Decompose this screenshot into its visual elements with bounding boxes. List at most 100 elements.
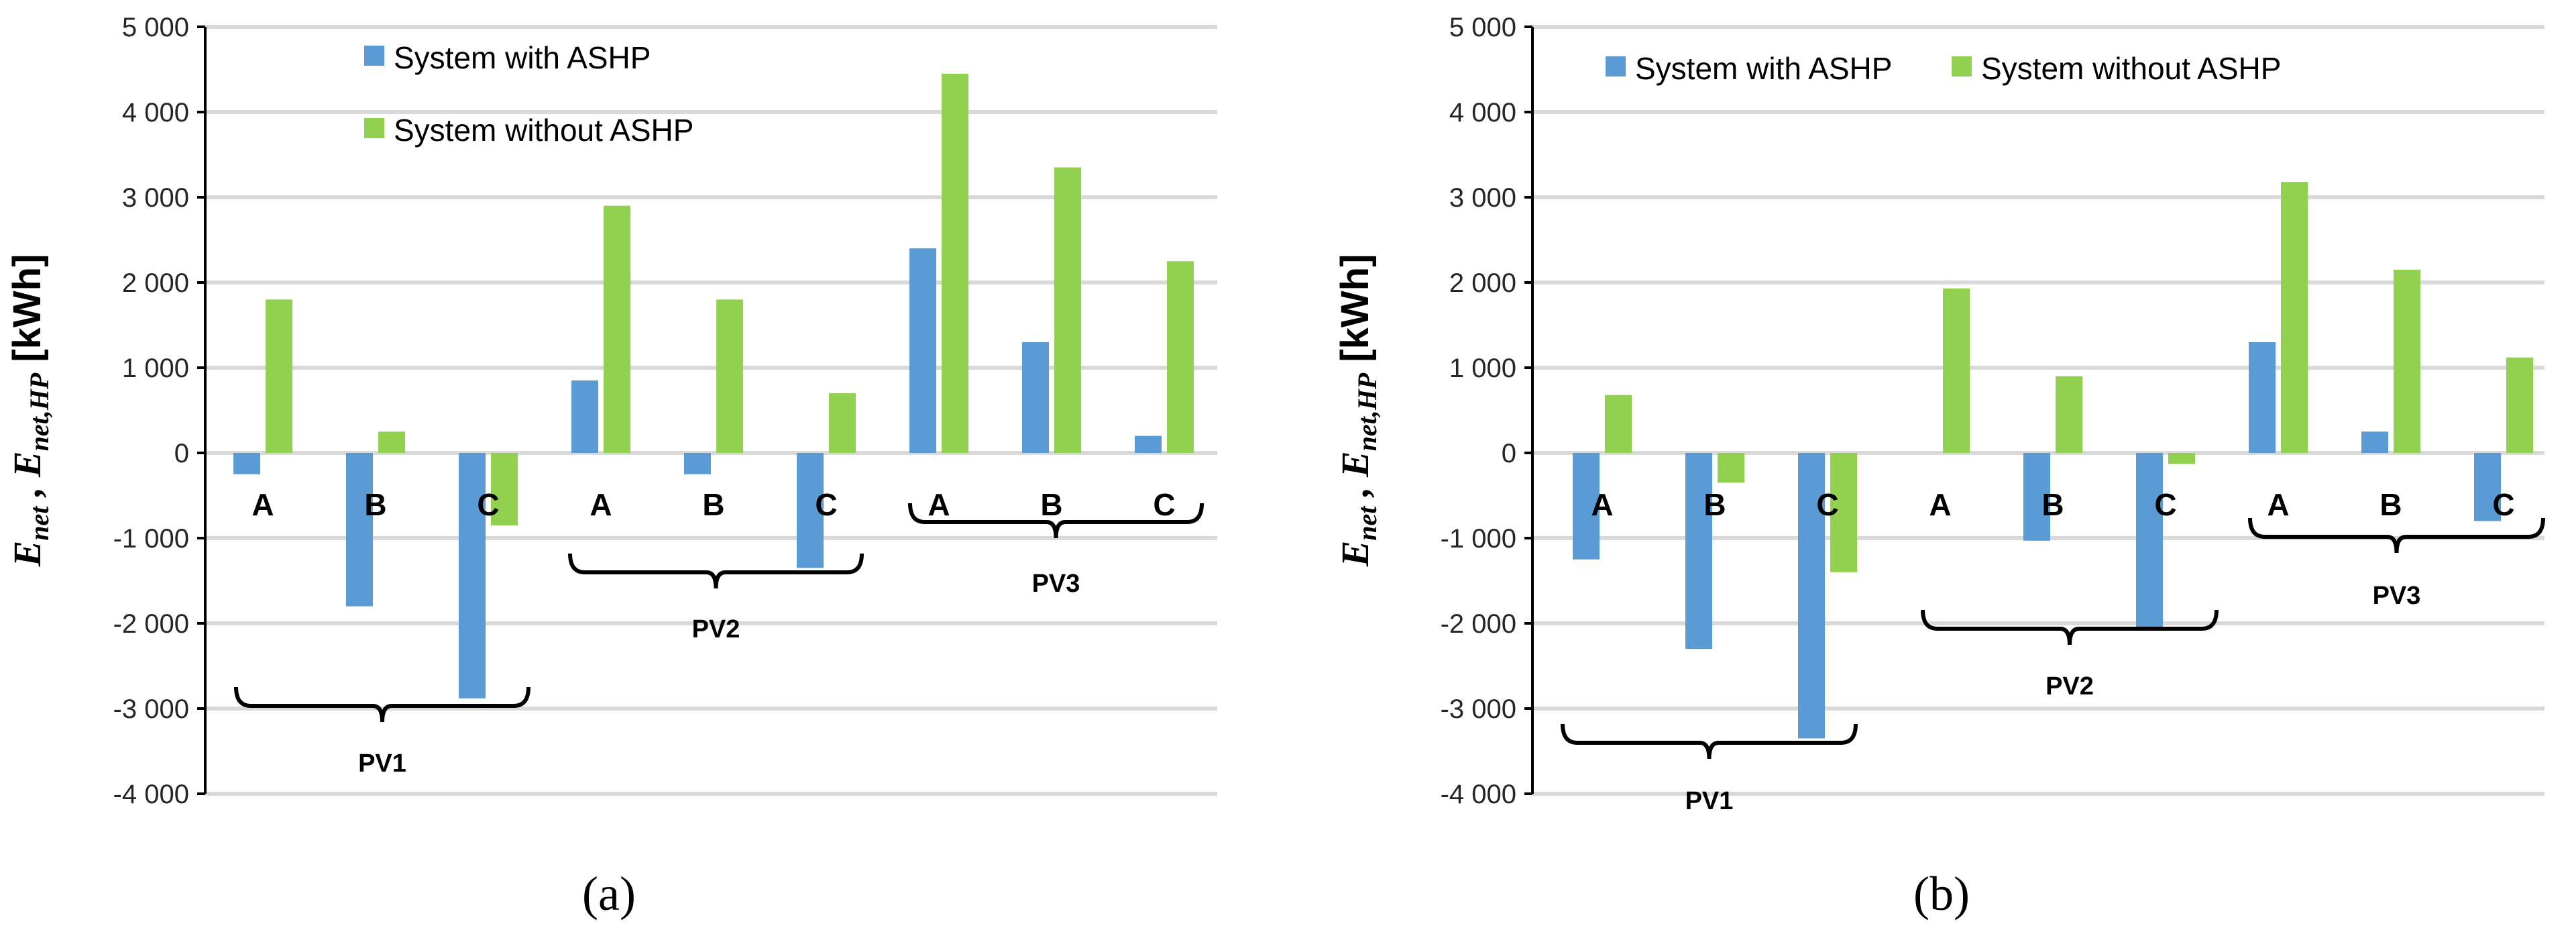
category-label: B (2379, 487, 2402, 522)
group-label: PV1 (358, 749, 406, 778)
category-label: B (1040, 487, 1062, 522)
bar-without-ashp (716, 299, 743, 453)
bar-without-ashp (2056, 376, 2082, 453)
bar-without-ashp (1830, 453, 1857, 572)
bar-with-ashp (2023, 453, 2050, 541)
bar-with-ashp (459, 453, 486, 698)
bar-without-ashp (1167, 261, 1194, 453)
group-label: PV1 (1685, 787, 1734, 815)
bar-with-ashp (1685, 453, 1712, 650)
bar-with-ashp (1573, 453, 1600, 560)
bar-without-ashp (2168, 453, 2195, 464)
bar-with-ashp (2249, 342, 2276, 453)
bar-with-ashp (2474, 453, 2501, 521)
y-tick-label: 1 000 (1449, 354, 1516, 383)
bar-with-ashp (346, 453, 373, 607)
category-label: C (477, 487, 499, 522)
y-tick-label: -4 000 (113, 780, 189, 809)
bar-without-ashp (1054, 167, 1081, 454)
y-tick-label: 4 000 (122, 98, 189, 127)
y-tick-label: -3 000 (1441, 694, 1516, 724)
y-tick-label: -1 000 (1441, 524, 1516, 554)
category-label: B (702, 487, 724, 522)
bar-without-ashp (1943, 288, 1970, 453)
y-tick-label: -2 000 (113, 609, 189, 639)
chart-panel-1: 5 000 4 000 3 000 2 000 1 000 0 -1 000 -2 000 -3… (5, 13, 1217, 921)
legend-label: System with ASHP (1635, 51, 1892, 86)
group-label: PV3 (2373, 582, 2421, 610)
y-tick-label: 2 000 (1449, 268, 1516, 298)
bar-without-ashp (2281, 182, 2308, 453)
panel-label: (a) (582, 867, 636, 921)
category-label: A (1929, 487, 1951, 522)
bar-without-ashp (829, 393, 856, 453)
bar-with-ashp (909, 248, 936, 453)
category-label: A (590, 487, 612, 522)
legend-swatch (1606, 56, 1626, 76)
bar-without-ashp (942, 73, 968, 454)
y-tick-label: 2 000 (122, 268, 189, 298)
legend-swatch (364, 118, 384, 138)
category-label: B (2041, 487, 2064, 522)
bar-with-ashp (571, 380, 598, 453)
bar-without-ashp (266, 299, 292, 453)
y-tick-label: 0 (1502, 439, 1516, 468)
panel-label: (b) (1913, 867, 1970, 921)
group-brace (234, 686, 530, 723)
chart-panel-2: 5 000 4 000 3 000 2 000 1 000 0 -1 000 -2 000 -3… (1333, 13, 2545, 921)
y-tick-label: -1 000 (113, 524, 189, 554)
category-label: B (364, 487, 386, 522)
category-label: A (2267, 487, 2289, 522)
bar-with-ashp (2136, 453, 2163, 629)
category-label: A (928, 487, 950, 522)
bar-without-ashp (2394, 269, 2420, 453)
bar-without-ashp (604, 205, 630, 453)
group-brace (1921, 609, 2219, 645)
y-tick-label: -2 000 (1441, 609, 1516, 639)
legend-label: System without ASHP (1981, 51, 2281, 86)
bar-without-ashp (491, 453, 518, 525)
y-axis-title: Enet , Enet,HP [kWh] (5, 254, 54, 568)
category-label: C (2492, 487, 2514, 522)
y-tick-label: 3 000 (122, 183, 189, 213)
bar-with-ashp (684, 453, 711, 474)
y-tick-label: 0 (174, 439, 189, 468)
y-tick-label: 4 000 (1449, 98, 1516, 127)
y-tick-label: -4 000 (1441, 780, 1516, 809)
y-tick-label: 5 000 (122, 13, 189, 42)
y-tick-label: -3 000 (113, 694, 189, 724)
category-label: A (1591, 487, 1613, 522)
bar-with-ashp (1135, 435, 1162, 453)
legend-label: System without ASHP (394, 113, 693, 148)
group-label: PV2 (692, 615, 740, 643)
y-tick-label: 5 000 (1449, 13, 1516, 42)
group-brace (1561, 723, 1858, 760)
category-label: C (2154, 487, 2176, 522)
category-label: A (251, 487, 274, 522)
group-brace (568, 553, 864, 589)
bar-with-ashp (1798, 453, 1825, 739)
bar-with-ashp (2361, 431, 2388, 453)
group-brace (2248, 517, 2545, 554)
legend-swatch (1952, 56, 1972, 76)
y-axis-title: Enet , Enet,HP [kWh] (1333, 254, 1382, 568)
legend-swatch (364, 46, 384, 66)
group-label: PV3 (1032, 570, 1080, 598)
group-brace (908, 503, 1204, 539)
category-label: B (1703, 487, 1726, 522)
legend-label: System with ASHP (394, 40, 651, 75)
category-label: C (1816, 487, 1838, 522)
bar-without-ashp (2506, 357, 2533, 453)
y-tick-label: 1 000 (122, 354, 189, 383)
bar-with-ashp (1022, 342, 1049, 453)
category-label: C (1153, 487, 1175, 522)
y-tick-label: 3 000 (1449, 183, 1516, 213)
bar-without-ashp (1605, 395, 1632, 453)
bar-without-ashp (1718, 453, 1744, 483)
category-label: C (815, 487, 837, 522)
bar-with-ashp (797, 453, 824, 568)
bar-with-ashp (233, 453, 260, 474)
group-label: PV2 (2046, 672, 2094, 701)
bar-without-ashp (378, 431, 405, 453)
